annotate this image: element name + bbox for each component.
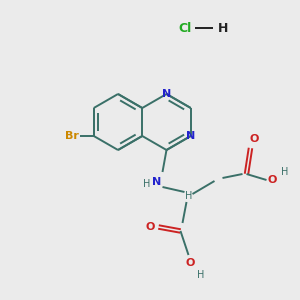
Text: Br: Br [65, 131, 79, 141]
Text: N: N [162, 89, 171, 99]
Text: O: O [146, 222, 155, 232]
Text: O: O [186, 258, 195, 268]
Text: O: O [268, 175, 277, 185]
Text: Cl: Cl [178, 22, 192, 34]
Text: H: H [185, 191, 192, 201]
Text: O: O [250, 134, 259, 144]
Text: H: H [218, 22, 228, 34]
Text: H: H [143, 179, 150, 189]
Text: N: N [152, 177, 161, 187]
Text: H: H [197, 270, 204, 280]
Text: N: N [186, 131, 195, 141]
Text: H: H [281, 167, 288, 177]
